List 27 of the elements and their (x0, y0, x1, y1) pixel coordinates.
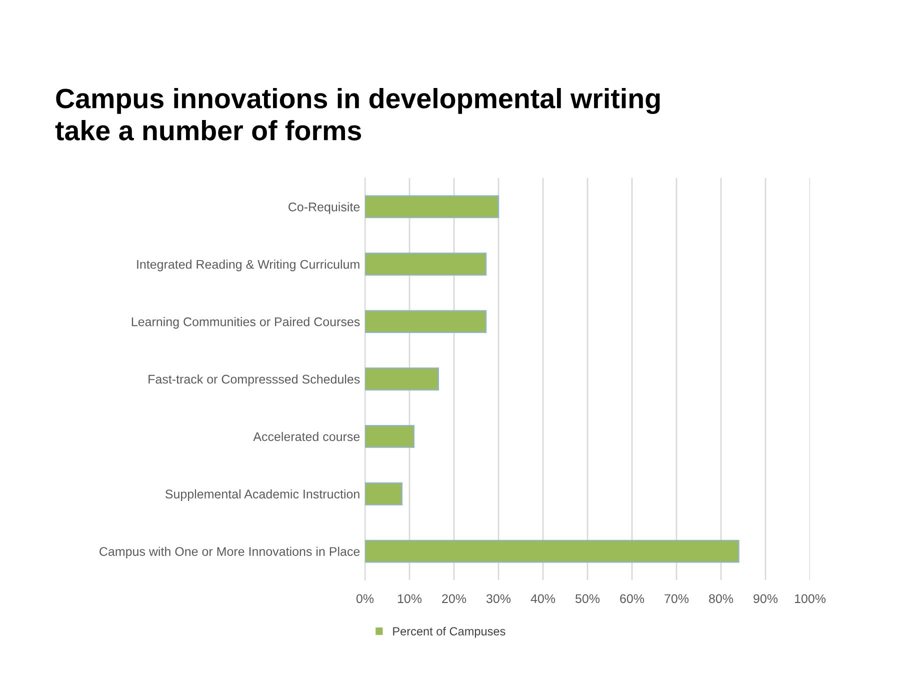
x-tick-label: 20% (442, 594, 466, 604)
y-tick-label: Learning Communities or Paired Courses (132, 317, 360, 329)
bar (365, 540, 740, 563)
bar (365, 368, 439, 390)
x-tick-label: 10% (398, 594, 422, 604)
y-tick-label: Supplemental Academic Instruction (165, 489, 360, 501)
x-tick-label: 60% (620, 594, 644, 604)
x-tick-label: 50% (575, 594, 600, 604)
x-tick-label: 80% (709, 594, 734, 604)
chart-title: Campus innovations in developmental writing take a number of forms (55, 88, 660, 140)
x-tick-label: 90% (754, 594, 778, 604)
bar (365, 424, 415, 448)
bar (365, 482, 402, 506)
y-tick-label: Accelerated course (253, 432, 360, 442)
y-tick-label: Campus with One or More Innovations in Place (100, 546, 360, 558)
y-tick-label: Fast-track or Compresssed Schedules (148, 374, 360, 386)
bar (365, 310, 487, 334)
x-tick-label: 100% (794, 594, 826, 604)
legend-label: Percent of Campuses (393, 626, 506, 638)
bar (365, 195, 500, 218)
x-tick-label: 0% (356, 594, 374, 604)
x-tick-label: 40% (530, 594, 556, 604)
y-tick-label: Co-Requisite (288, 202, 360, 214)
bar (365, 252, 487, 276)
x-tick-label: 30% (486, 594, 511, 604)
y-tick-label: Integrated Reading & Writing Curriculum (137, 260, 360, 272)
x-tick-label: 70% (664, 594, 689, 604)
